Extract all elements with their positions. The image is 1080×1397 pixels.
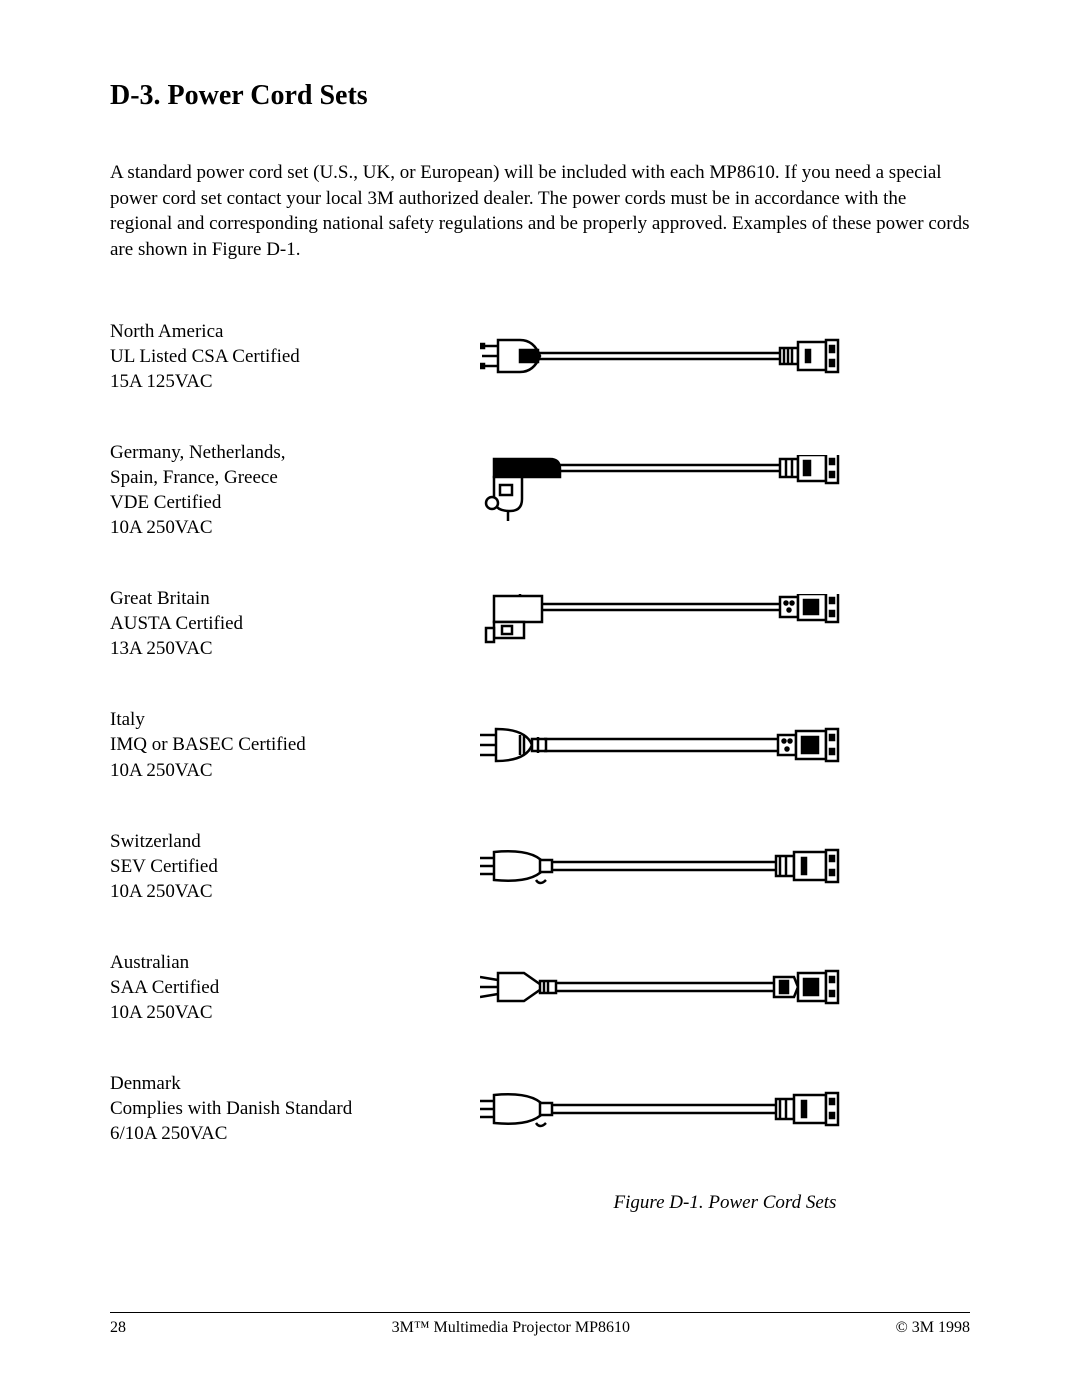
cord-rating: 15A 125VAC [110,369,480,394]
cord-icon-denmark [480,1089,970,1129]
page-footer: 28 3M™ Multimedia Projector MP8610 © 3M … [110,1312,970,1337]
cord-rating: 10A 250VAC [110,879,480,904]
section-heading: D-3. Power Cord Sets [110,80,970,112]
cord-region: Italy [110,707,480,732]
cord-extra: VDE Certified [110,490,480,515]
cord-row-north-america: North America UL Listed CSA Certified 15… [110,319,970,394]
cord-icon-britain [480,594,970,654]
cord-row-switzerland: Switzerland SEV Certified 10A 250VAC [110,829,970,904]
cord-row-australian: Australian SAA Certified 10A 250VAC [110,950,970,1025]
cord-region: North America [110,319,480,344]
cord-icon-switzerland [480,846,970,886]
cord-region: Great Britain [110,586,480,611]
cord-cert: Complies with Danish Standard [110,1096,480,1121]
cord-icon-italy [480,725,970,765]
cord-cert: UL Listed CSA Certified [110,344,480,369]
cord-row-italy: Italy IMQ or BASEC Certified 10A 250VAC [110,707,970,782]
figure-caption: Figure D-1. Power Cord Sets [480,1192,970,1214]
footer-right: © 3M 1998 [896,1319,970,1337]
cord-row-denmark: Denmark Complies with Danish Standard 6/… [110,1071,970,1146]
cord-rating: 13A 250VAC [110,636,480,661]
cord-cert: AUSTA Certified [110,611,480,636]
cord-region: Switzerland [110,829,480,854]
footer-center: 3M™ Multimedia Projector MP8610 [392,1319,630,1337]
cord-cert: SEV Certified [110,854,480,879]
footer-page: 28 [110,1319,126,1337]
cord-rating: 10A 250VAC [110,758,480,783]
cord-row-britain: Great Britain AUSTA Certified 13A 250VAC [110,586,970,661]
cord-cert: SAA Certified [110,975,480,1000]
cord-region: Germany, Netherlands, [110,440,480,465]
intro-paragraph: A standard power cord set (U.S., UK, or … [110,160,970,263]
cord-region: Denmark [110,1071,480,1096]
cord-rating: 6/10A 250VAC [110,1121,480,1146]
cord-cert: IMQ or BASEC Certified [110,732,480,757]
cord-region: Australian [110,950,480,975]
cord-rating: 10A 250VAC [110,515,480,540]
cord-icon-australian [480,967,970,1007]
cord-cert: Spain, France, Greece [110,465,480,490]
cord-icon-germany [480,455,970,525]
cord-row-germany: Germany, Netherlands, Spain, France, Gre… [110,440,970,540]
cord-icon-north-america [480,332,970,380]
cord-rating: 10A 250VAC [110,1000,480,1025]
